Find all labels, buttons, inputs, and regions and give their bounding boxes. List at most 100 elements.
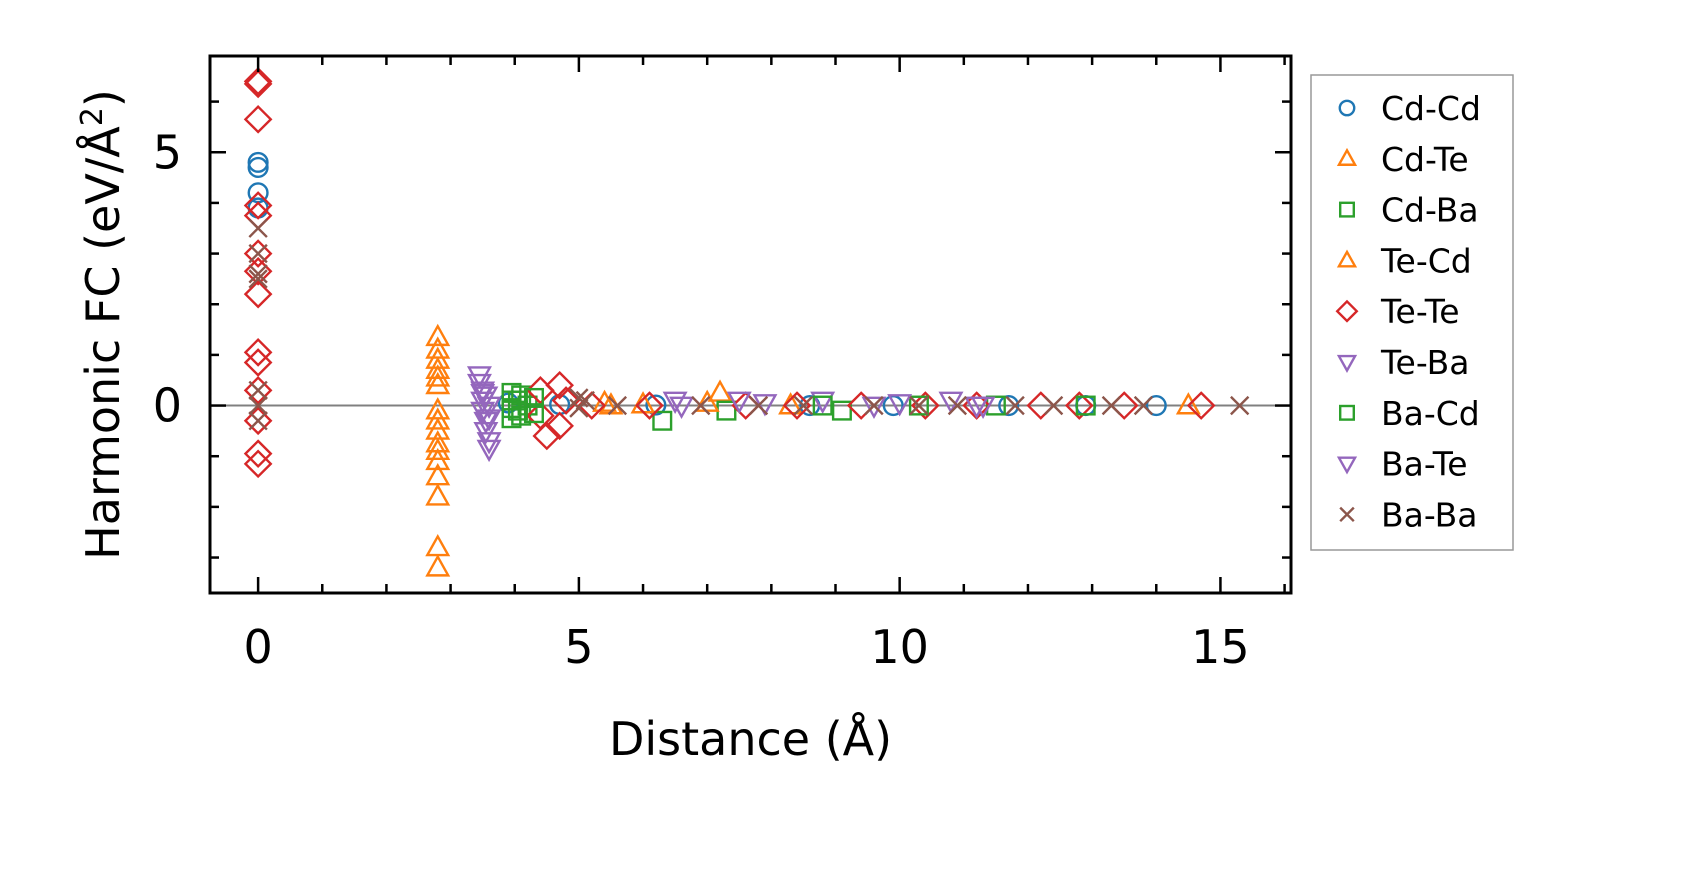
data-point [998, 395, 1020, 417]
data-point [425, 364, 451, 387]
data-point [1075, 395, 1096, 416]
legend-marker [1335, 299, 1359, 323]
x-axis-label: Distance (Å) [609, 712, 892, 766]
data-point [425, 554, 451, 577]
legend-item: Te-Ba [1336, 343, 1469, 382]
data-point [466, 366, 492, 389]
series-ba-te [470, 383, 996, 432]
data-point [1064, 391, 1094, 420]
data-point [662, 391, 688, 414]
data-point [545, 411, 574, 441]
legend-marker [1336, 456, 1358, 475]
series-cd-te [425, 323, 1201, 577]
data-point [726, 391, 752, 414]
data-point [248, 395, 268, 416]
data-point [425, 533, 451, 557]
data-point [1043, 395, 1064, 416]
data-point [652, 410, 673, 431]
data-point [243, 191, 273, 220]
data-point [243, 406, 273, 436]
series-cd-cd [247, 151, 1167, 417]
data-point [243, 376, 273, 405]
data-point [910, 391, 940, 420]
plot-frame [208, 54, 1293, 595]
data-point [707, 379, 733, 402]
data-point [511, 405, 532, 426]
legend-marker [1336, 354, 1358, 373]
y-tick-label: 0 [153, 379, 182, 433]
data-point [247, 156, 269, 179]
data-point [476, 439, 502, 463]
data-point [243, 338, 273, 367]
data-point [476, 409, 502, 432]
data-point [248, 243, 268, 264]
series-te-te [243, 66, 1216, 479]
data-point [861, 396, 887, 420]
y-axis-label-main: Harmonic FC (eV/Å [76, 126, 130, 560]
data-point [793, 395, 814, 416]
data-point [909, 395, 929, 416]
data-point [243, 449, 273, 479]
data-point [476, 432, 502, 455]
legend-label: Cd-Te [1381, 140, 1469, 179]
data-point [1145, 395, 1167, 417]
data-point [1133, 395, 1154, 416]
data-point [243, 69, 273, 99]
data-point [607, 395, 628, 416]
legend-marker [1336, 249, 1358, 268]
x-tick-label: 0 [243, 620, 272, 674]
data-point [511, 385, 532, 406]
data-point [970, 396, 996, 420]
data-point [545, 370, 574, 400]
data-point [247, 151, 269, 173]
data-point [887, 394, 913, 417]
legend-item: Ba-Te [1336, 445, 1468, 484]
data-point [425, 371, 451, 395]
data-points [243, 66, 1250, 577]
data-point [243, 348, 273, 377]
data-point [810, 391, 836, 414]
legend-item: Ba-Cd [1338, 394, 1480, 433]
legend-marker [1338, 201, 1355, 218]
data-point [248, 218, 268, 238]
data-point [748, 395, 769, 416]
series-ba-cd [507, 387, 1096, 424]
y-axis-label: Harmonic FC (eV/Å2) [75, 89, 131, 560]
data-point [248, 269, 268, 289]
data-point [507, 390, 528, 411]
legend-item: Cd-Te [1336, 140, 1469, 179]
data-point [248, 411, 268, 431]
legend-marker [1338, 404, 1355, 421]
data-point [248, 380, 268, 401]
data-point [523, 387, 544, 408]
legend-label: Cd-Cd [1381, 89, 1481, 128]
legend-item: Cd-Cd [1338, 89, 1481, 128]
data-point [425, 437, 451, 461]
legend-item: Te-Cd [1336, 241, 1472, 280]
data-point [243, 104, 273, 134]
legend-label: Ba-Ba [1381, 495, 1477, 534]
legend-label: Te-Te [1380, 292, 1460, 331]
legend-item: Te-Te [1335, 292, 1460, 331]
legend-label: Te-Ba [1380, 343, 1469, 382]
data-point [476, 396, 502, 420]
tick-labels: 0 5 10 15 0 5 [153, 125, 1250, 674]
data-point [864, 395, 884, 416]
data-point [1186, 391, 1216, 420]
x-tick-label: 10 [870, 620, 929, 674]
data-point [425, 447, 451, 471]
data-point [243, 279, 273, 309]
legend-label: Ba-Te [1381, 445, 1468, 484]
data-point [1175, 392, 1201, 415]
data-point [669, 396, 695, 420]
data-point [523, 403, 544, 424]
data-point [938, 391, 964, 414]
legend-label: Te-Cd [1380, 241, 1472, 280]
data-point [507, 400, 528, 421]
data-point [812, 395, 833, 416]
y-axis-label-tail: ) [76, 89, 130, 107]
data-point [425, 407, 451, 430]
data-point [645, 394, 667, 416]
data-point [831, 400, 852, 421]
